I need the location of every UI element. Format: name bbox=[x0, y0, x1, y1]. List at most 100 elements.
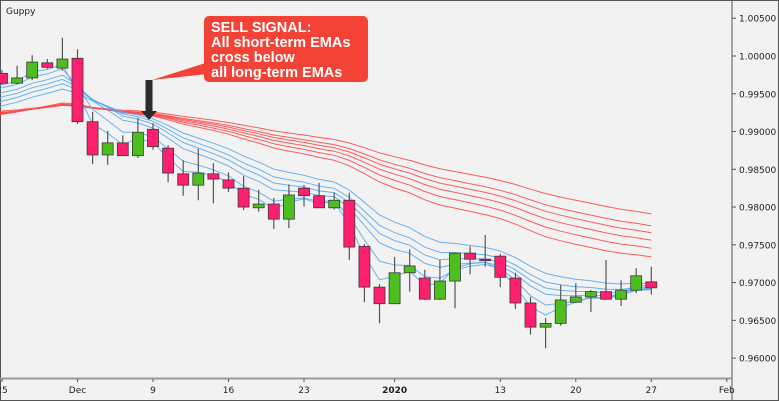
candle-body bbox=[630, 275, 643, 291]
candle-bearish bbox=[222, 172, 235, 192]
candle-bearish bbox=[418, 269, 431, 300]
candle-bearish bbox=[116, 135, 129, 157]
candle-bearish bbox=[494, 253, 507, 288]
candle-bullish bbox=[569, 283, 582, 303]
candle-body bbox=[358, 245, 371, 288]
candle-body bbox=[26, 61, 39, 79]
candle-bullish bbox=[282, 184, 295, 229]
candle-bullish bbox=[615, 280, 627, 306]
candle-body bbox=[162, 147, 175, 174]
callout-line-1: SELL SIGNAL: bbox=[211, 20, 311, 36]
candle-body bbox=[418, 277, 431, 300]
candle-bearish bbox=[524, 296, 537, 335]
candle-bearish bbox=[177, 160, 190, 196]
candle-bullish bbox=[449, 252, 461, 309]
candle-bearish bbox=[71, 49, 84, 124]
candle-bearish bbox=[162, 145, 175, 183]
ema-long-60-line bbox=[0, 104, 652, 215]
candle-body bbox=[282, 194, 295, 220]
candle-body bbox=[267, 203, 280, 220]
y-tick-label: 0.99000 bbox=[739, 128, 776, 138]
candle-bearish bbox=[373, 284, 386, 324]
candle-body bbox=[403, 265, 416, 274]
candle-bearish bbox=[0, 70, 8, 85]
candle-bullish bbox=[433, 259, 446, 300]
candle-bearish bbox=[86, 111, 99, 165]
candle-body bbox=[41, 62, 54, 68]
callout-box bbox=[204, 16, 368, 82]
candle-body bbox=[388, 272, 401, 305]
candle-bearish bbox=[298, 185, 310, 207]
x-tick-label: 25 bbox=[0, 386, 8, 396]
candle-bullish bbox=[630, 268, 643, 294]
y-tick-label: 0.99500 bbox=[739, 90, 776, 100]
candle-bullish bbox=[403, 249, 416, 292]
x-tick-label: 20 bbox=[570, 386, 582, 396]
candle-bullish bbox=[328, 192, 341, 210]
callout-line-3: cross below bbox=[211, 50, 296, 66]
candle-body bbox=[494, 255, 507, 278]
x-tick-label: 13 bbox=[495, 386, 506, 396]
callout-line-2: All short-term EMAs bbox=[211, 35, 350, 51]
y-tick-label: 0.98500 bbox=[739, 166, 776, 176]
x-tick-label: 2020 bbox=[382, 386, 407, 396]
candle-bullish bbox=[56, 37, 69, 71]
time-axis[interactable]: 25 Dec 9 16 23 2020 13 20 27 Feb bbox=[0, 379, 735, 396]
candle-body bbox=[101, 142, 114, 156]
candle-body bbox=[509, 277, 522, 304]
candle-body bbox=[131, 131, 144, 157]
candle-bearish bbox=[479, 235, 492, 267]
x-tick-label: 27 bbox=[646, 386, 657, 396]
ema-short-15-line bbox=[0, 88, 652, 285]
candle-bullish bbox=[554, 284, 567, 326]
candle-bullish bbox=[252, 189, 265, 212]
candle-bullish bbox=[101, 130, 114, 165]
candle-body bbox=[192, 172, 205, 186]
candle-body bbox=[569, 296, 582, 303]
candle-bearish bbox=[147, 123, 159, 150]
candle-bearish bbox=[600, 259, 612, 300]
ema-long-50-line bbox=[0, 104, 652, 227]
callout-line-4: all long-term EMAs bbox=[211, 65, 342, 81]
candle-body bbox=[0, 72, 8, 84]
candle-body bbox=[433, 280, 446, 300]
candle-bullish bbox=[11, 65, 24, 84]
candle-body bbox=[86, 121, 99, 156]
y-tick-label: 1.00500 bbox=[739, 15, 776, 25]
x-tick-label: 9 bbox=[150, 386, 156, 396]
x-tick-label: 23 bbox=[298, 386, 309, 396]
sell-signal-callout: SELL SIGNAL: All short-term EMAs cross b… bbox=[152, 16, 368, 82]
price-axis[interactable]: 1.00500 1.00000 0.99500 0.99000 0.98500 0.980… bbox=[732, 15, 776, 365]
candle-bearish bbox=[313, 182, 326, 209]
down-arrow-icon bbox=[141, 80, 157, 120]
candle-bullish bbox=[192, 148, 205, 201]
candle-body bbox=[600, 291, 612, 300]
candle-body bbox=[554, 299, 567, 324]
candle-bearish bbox=[207, 163, 220, 204]
candle-body bbox=[373, 286, 386, 305]
candle-body bbox=[56, 58, 69, 69]
candle-body bbox=[237, 187, 250, 208]
candle-body bbox=[222, 179, 235, 189]
y-tick-label: 0.96000 bbox=[739, 355, 776, 365]
candle-body bbox=[147, 128, 159, 148]
candle-bearish bbox=[645, 266, 658, 295]
candle-bearish bbox=[464, 246, 477, 275]
candle-body bbox=[71, 57, 84, 123]
candle-body bbox=[328, 199, 341, 209]
candle-body bbox=[252, 203, 265, 209]
candle-body bbox=[11, 77, 24, 84]
candle-body bbox=[464, 252, 477, 260]
candle-body bbox=[116, 142, 129, 157]
candle-body bbox=[524, 302, 537, 328]
candle-bullish bbox=[131, 117, 144, 158]
candle-body bbox=[615, 289, 627, 300]
candle-bearish bbox=[237, 176, 250, 211]
candle-bearish bbox=[41, 59, 54, 69]
candle-bullish bbox=[539, 318, 552, 349]
candle-bearish bbox=[509, 272, 522, 310]
candle-bullish bbox=[388, 256, 401, 305]
candle-bearish bbox=[358, 244, 371, 303]
candle-body bbox=[585, 291, 597, 298]
